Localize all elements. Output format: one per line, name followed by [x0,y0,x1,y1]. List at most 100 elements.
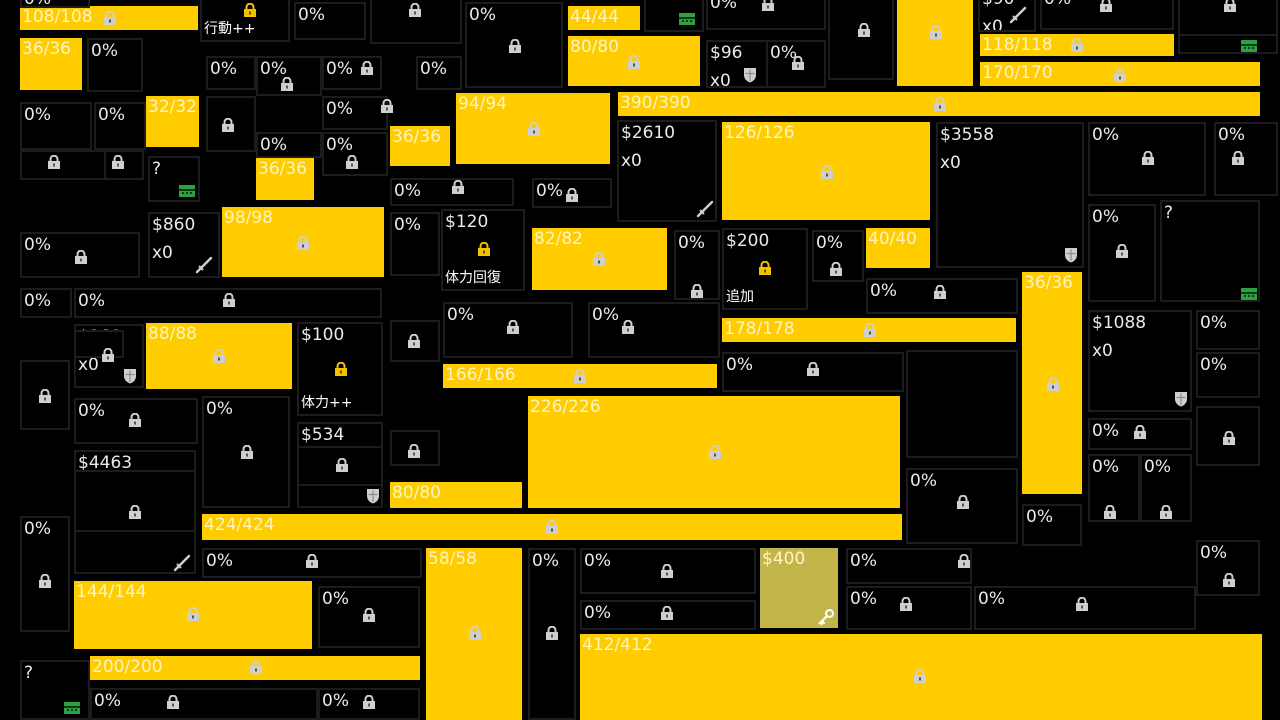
tile-action-label: 体力++ [301,395,353,411]
tile-label: $96 [710,43,743,63]
tile-owned[interactable]: 32/32 [146,96,199,147]
tile-owned[interactable]: 424/424 [202,514,902,540]
tile-shop[interactable]: $120 体力回復 [441,209,525,291]
tile-owned[interactable]: 108/108 [20,6,198,30]
tile-owned[interactable]: 94/94 [456,93,610,164]
tile-locked[interactable]: 0% [318,586,420,648]
lock-icon [1075,596,1089,611]
tile-locked[interactable]: 0% [20,0,90,8]
lock-icon [1141,150,1155,165]
tile-locked[interactable]: 0% [322,132,388,176]
lock-icon [621,319,635,334]
tile-locked[interactable]: 0% [846,548,972,584]
tile-locked[interactable]: 0% [256,132,322,158]
lock-icon [863,322,877,337]
tile-empty[interactable] [828,0,894,80]
tile-label: $120 [445,212,489,232]
tile-label: 58/58 [428,549,477,569]
tile-locked[interactable]: 0% [202,548,422,578]
tile-locked[interactable]: 0% [1214,122,1278,196]
tile-locked[interactable]: 0% [390,212,440,276]
tile-empty[interactable] [74,470,196,532]
tile-label: ? [1164,203,1174,223]
tile-shop[interactable]: $200 追加 [722,228,808,310]
tile-owned[interactable]: 80/80 [390,482,522,508]
lock-icon [1231,150,1245,165]
tile-empty[interactable] [74,330,124,358]
tile-label: 424/424 [204,515,275,535]
tile-locked[interactable]: 0% [1196,540,1260,596]
tile-empty[interactable] [370,0,462,44]
tile-shop[interactable]: $3558 x0 [936,122,1084,268]
tile-locked[interactable]: 0% [1196,310,1260,350]
sword-icon [1009,6,1027,24]
sword-icon [195,256,213,274]
lock-icon [166,694,180,709]
tile-locked[interactable]: 0% [416,56,462,90]
lock-icon [362,607,376,622]
tile-owned[interactable]: 36/36 [256,158,314,200]
tile-empty[interactable]: 行動++ [200,0,290,42]
tile-locked[interactable]: 0% [674,230,720,300]
tile-label: 94/94 [458,94,507,114]
tile-label: 0% [584,603,611,623]
tile-locked[interactable]: 0% [90,688,318,720]
tile-locked[interactable]: 0% [20,232,140,278]
tile-locked[interactable]: 0% [1140,454,1192,522]
tile-shop[interactable]: $860 x0 [148,212,220,278]
tile-owned[interactable]: 44/44 [568,6,640,30]
tile-shop[interactable]: $90 x0 [978,0,1036,32]
tile-owned[interactable]: 36/36 [20,38,82,90]
tile-owned[interactable]: 36/36 [390,126,450,166]
tile-empty[interactable] [644,0,704,32]
tile-label: 0% [678,233,705,253]
tile-count: x0 [78,355,99,375]
tile-locked[interactable]: 0% [322,96,388,130]
tile-locked[interactable]: 0% [974,586,1196,630]
tile-empty[interactable] [1178,34,1278,54]
tile-owned[interactable]: 80/80 [568,36,700,86]
tile-locked[interactable]: 0% [1196,352,1260,398]
lock-icon [103,10,117,25]
tile-locked[interactable]: 0% [94,102,146,150]
shield-icon [1064,247,1078,263]
tile-shop-active[interactable]: $400 [760,548,838,628]
chest-icon [64,702,80,714]
tile-empty[interactable] [390,430,440,466]
tile-shop[interactable]: $1088 x0 [1088,310,1192,412]
tile-label: 0% [910,471,937,491]
lock-icon [929,24,943,39]
tile-locked[interactable]: 0% [294,2,366,40]
tile-locked[interactable]: 0% [20,288,72,318]
tile-locked[interactable]: 0% [1022,504,1082,546]
tile-locked[interactable]: 0% [206,56,256,90]
tile-owned[interactable]: 178/178 [722,318,1016,342]
tile-mystery[interactable]: ? [1160,200,1260,302]
tile-locked[interactable]: 0% [256,56,322,96]
tile-label: 36/36 [1024,273,1073,293]
tile-shop[interactable]: $96 x0 [706,40,768,88]
tile-locked[interactable]: 0% [532,178,612,208]
tile-shop[interactable]: $2610 x0 [617,120,717,222]
tile-locked[interactable]: 0% [74,398,198,444]
tile-locked[interactable]: 0% [588,302,720,358]
tile-count: x0 [1092,341,1113,361]
tile-empty[interactable] [1196,406,1260,466]
lock-icon [38,573,52,588]
tile-action-label: 体力回復 [445,270,501,286]
tile-empty[interactable] [906,350,1018,458]
lock-icon [1070,37,1084,52]
tile-owned[interactable]: 170/170 [980,62,1260,86]
lock-gold-icon [334,361,348,376]
tile-label: 118/118 [982,35,1053,55]
lock-icon [38,388,52,403]
tile-owned[interactable]: 40/40 [866,228,930,268]
lock-icon [1222,572,1236,587]
lock-icon [506,319,520,334]
tile-label: 0% [870,281,897,301]
tile-owned[interactable] [897,0,973,86]
lock-icon [690,283,704,298]
lock-icon [1103,504,1117,519]
tile-locked[interactable]: 0% [87,38,143,92]
tile-locked[interactable]: 0% [20,102,92,150]
